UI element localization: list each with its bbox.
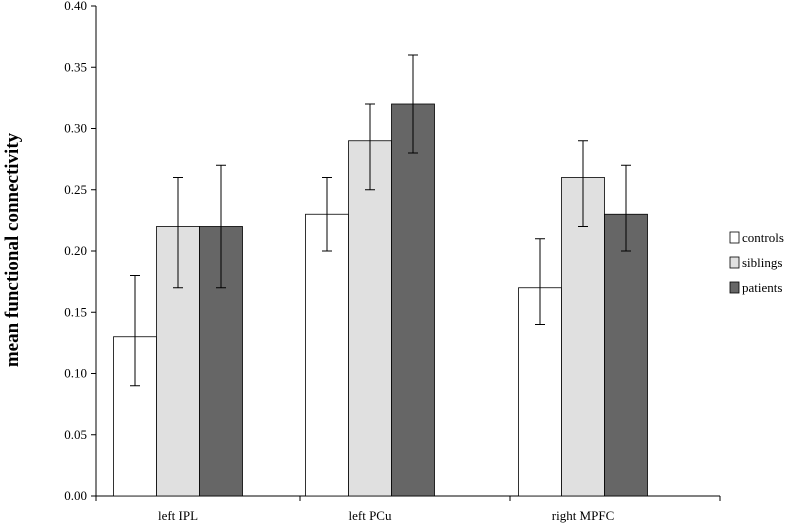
y-tick-label: 0.30 xyxy=(64,121,87,136)
y-tick-label: 0.10 xyxy=(64,366,87,381)
bar-patients xyxy=(391,103,435,497)
y-tick-label: 0.20 xyxy=(64,243,87,258)
y-tick-label: 0.00 xyxy=(64,488,87,503)
legend-label-siblings: siblings xyxy=(742,255,782,270)
y-tick-label: 0.05 xyxy=(64,427,87,442)
bars xyxy=(113,103,648,497)
y-tick-label: 0.25 xyxy=(64,182,87,197)
legend-swatch-controls xyxy=(729,231,740,244)
x-category-label: right MPFC xyxy=(552,508,615,523)
y-tick-label: 0.40 xyxy=(64,0,87,13)
x-category-label: left IPL xyxy=(158,508,198,523)
x-category-label: left PCu xyxy=(349,508,392,523)
y-axis-label: mean functional connectivity xyxy=(2,132,23,367)
y-ticks: 0.00 0.05 0.10 0.15 0.20 0.25 0.30 0.35 0.40 xyxy=(64,0,96,503)
x-ticks: left IPL left PCu right MPFC xyxy=(95,496,721,523)
bar-patients xyxy=(604,213,648,497)
bar-siblings xyxy=(561,177,605,497)
legend-swatch-patients xyxy=(729,281,740,294)
legend-swatch-siblings xyxy=(729,256,740,269)
legend-label-controls: controls xyxy=(742,230,784,245)
y-tick-label: 0.15 xyxy=(64,304,87,319)
legend: controls siblings patients xyxy=(729,230,784,295)
legend-label-patients: patients xyxy=(742,280,782,295)
bar-controls xyxy=(305,213,349,497)
bar-siblings xyxy=(348,140,392,497)
y-tick-label: 0.35 xyxy=(64,59,87,74)
error-bars xyxy=(130,54,631,387)
